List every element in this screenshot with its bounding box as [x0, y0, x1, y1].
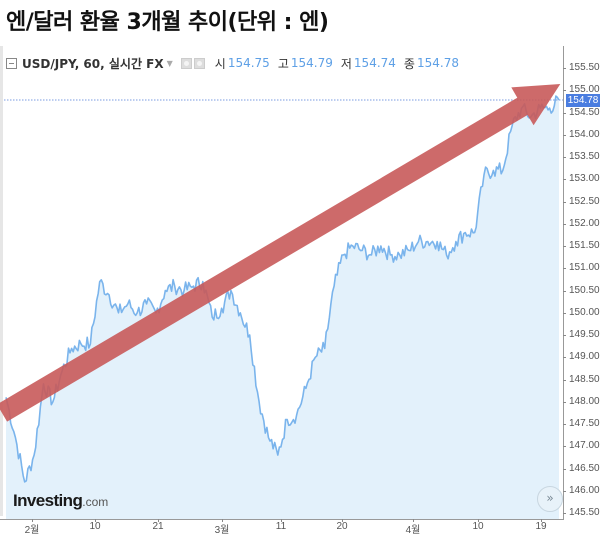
x-tick-label: 2월 — [24, 525, 40, 536]
y-tick — [563, 201, 566, 203]
x-tick — [222, 519, 223, 522]
y-tick-label: 155.00 — [569, 84, 600, 96]
open-value: 154.75 — [227, 56, 270, 70]
last-price-tag: 154.78 — [566, 94, 600, 108]
x-tick — [478, 519, 479, 522]
y-tick — [563, 401, 566, 403]
x-tick-label: 11 — [275, 521, 287, 532]
y-tick — [563, 490, 566, 492]
scroll-to-latest-button[interactable]: » — [537, 486, 563, 512]
chart-left-border — [0, 46, 3, 516]
investing-logo[interactable]: Investing.com — [13, 491, 108, 511]
x-tick — [95, 519, 96, 522]
y-tick-label: 152.00 — [569, 217, 600, 229]
price-line — [5, 95, 560, 483]
price-area-fill — [6, 96, 559, 519]
x-tick-label: 21 — [152, 521, 164, 532]
x-tick-label: 10 — [472, 521, 484, 532]
low-value: 154.74 — [353, 56, 396, 70]
y-tick — [563, 134, 566, 136]
y-tick-label: 152.50 — [569, 195, 600, 207]
y-tick-label: 155.50 — [569, 62, 600, 73]
y-tick-label: 150.00 — [569, 306, 600, 318]
x-axis-line — [0, 519, 564, 520]
y-tick-label: 148.50 — [569, 373, 600, 385]
x-tick-label: 19 — [535, 521, 547, 532]
y-tick-label: 153.00 — [569, 173, 600, 185]
page-title: 엔/달러 환율 3개월 추이(단위 : 엔) — [6, 10, 329, 35]
y-tick-label: 145.50 — [569, 507, 600, 518]
y-tick — [563, 513, 566, 514]
y-tick — [563, 112, 566, 114]
y-tick — [563, 290, 566, 292]
x-tick — [158, 519, 159, 522]
y-tick — [563, 90, 566, 92]
y-tick — [563, 223, 566, 225]
high-value: 154.79 — [290, 56, 333, 70]
x-tick — [281, 519, 282, 522]
y-tick — [563, 357, 566, 359]
x-tick — [32, 519, 33, 522]
open-label: 시 — [214, 56, 226, 71]
x-tick — [541, 519, 542, 522]
y-tick — [563, 468, 566, 470]
y-tick-label: 147.50 — [569, 418, 600, 429]
y-tick — [563, 268, 566, 270]
close-label: 종 — [403, 56, 415, 71]
y-tick-label: 148.00 — [569, 395, 600, 407]
y-tick — [563, 68, 566, 69]
collapse-icon[interactable] — [6, 57, 17, 69]
trend-arrow-icon — [0, 84, 561, 422]
symbol-label[interactable]: USD/JPY, 60, 실시간 FX — [22, 56, 164, 71]
gear-icon[interactable] — [193, 57, 205, 69]
y-tick-label: 153.50 — [569, 151, 600, 162]
y-tick — [563, 424, 566, 425]
y-tick — [563, 157, 566, 158]
y-tick — [563, 379, 566, 381]
y-tick-label: 154.50 — [569, 106, 600, 118]
low-label: 저 — [340, 56, 352, 71]
y-tick-label: 146.00 — [569, 484, 600, 496]
y-tick-label: 154.00 — [569, 128, 600, 140]
y-tick-label: 151.00 — [569, 262, 600, 274]
settings-icon[interactable] — [180, 57, 192, 69]
y-tick-label: 147.00 — [569, 440, 600, 452]
y-axis-line — [563, 46, 564, 520]
x-tick — [342, 519, 343, 522]
y-tick — [563, 335, 566, 336]
y-tick — [563, 246, 566, 247]
chart-toolbar: USD/JPY, 60, 실시간 FX ▼ 시 154.75 고 154.79 … — [6, 54, 459, 72]
x-tick-label: 20 — [336, 521, 348, 532]
y-tick-label: 150.50 — [569, 284, 600, 296]
x-tick-label: 4월 — [405, 525, 421, 536]
chevron-down-icon[interactable]: ▼ — [166, 58, 173, 68]
y-tick-label: 151.50 — [569, 240, 600, 251]
y-tick-label: 149.00 — [569, 351, 600, 363]
y-tick — [563, 179, 566, 181]
high-label: 고 — [277, 56, 289, 71]
y-tick-label: 146.50 — [569, 462, 600, 474]
y-tick — [563, 312, 566, 314]
logo-suffix: .com — [82, 495, 109, 509]
y-tick-label: 149.50 — [569, 329, 600, 340]
close-value: 154.78 — [416, 56, 459, 70]
y-tick — [563, 446, 566, 448]
x-tick-label: 3월 — [214, 525, 230, 536]
logo-name: Investing — [13, 491, 83, 510]
x-tick — [413, 519, 414, 522]
x-tick-label: 10 — [89, 521, 101, 532]
